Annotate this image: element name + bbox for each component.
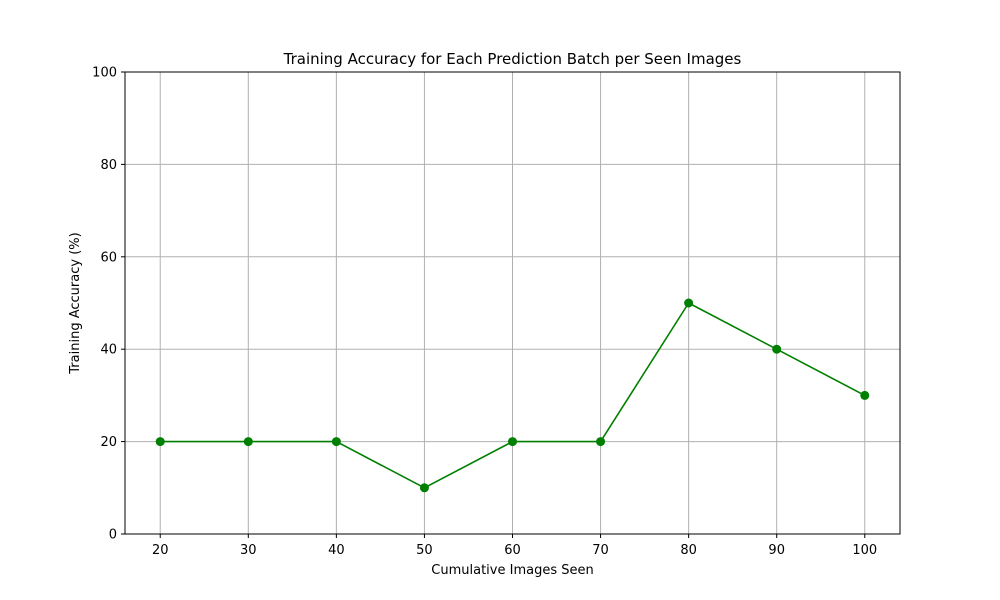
y-tick-label: 100 — [92, 66, 117, 81]
data-point — [684, 298, 694, 308]
x-tick-label: 100 — [852, 543, 877, 558]
x-tick-label: 60 — [504, 543, 521, 558]
x-tick-label: 20 — [152, 543, 169, 558]
y-axis-label: Training Accuracy (%) — [68, 232, 83, 374]
data-point — [508, 437, 517, 447]
y-tick-label: 60 — [100, 250, 117, 265]
data-point — [860, 390, 870, 400]
x-tick-label: 90 — [768, 543, 785, 558]
data-point — [419, 483, 429, 493]
chart-title: Training Accuracy for Each Prediction Ba… — [283, 50, 742, 68]
data-point — [772, 344, 782, 354]
x-tick-label: 80 — [680, 543, 697, 558]
x-tick-label: 40 — [328, 543, 345, 558]
data-point — [155, 437, 165, 447]
x-axis-label: Cumulative Images Seen — [431, 563, 593, 578]
data-point — [331, 437, 341, 447]
x-tick-label: 70 — [592, 543, 609, 558]
y-tick-label: 20 — [100, 435, 117, 450]
data-series — [155, 298, 870, 493]
data-point — [596, 437, 606, 447]
axis-ticks: 20 30 40 50 60 70 80 90 100 0 20 40 60 80 100 — [92, 66, 877, 559]
y-tick-label: 80 — [100, 158, 117, 173]
y-tick-label: 40 — [100, 343, 117, 358]
data-point — [243, 437, 253, 447]
x-tick-label: 50 — [416, 543, 433, 558]
x-tick-label: 30 — [240, 543, 257, 558]
y-tick-label: 0 — [109, 528, 117, 543]
